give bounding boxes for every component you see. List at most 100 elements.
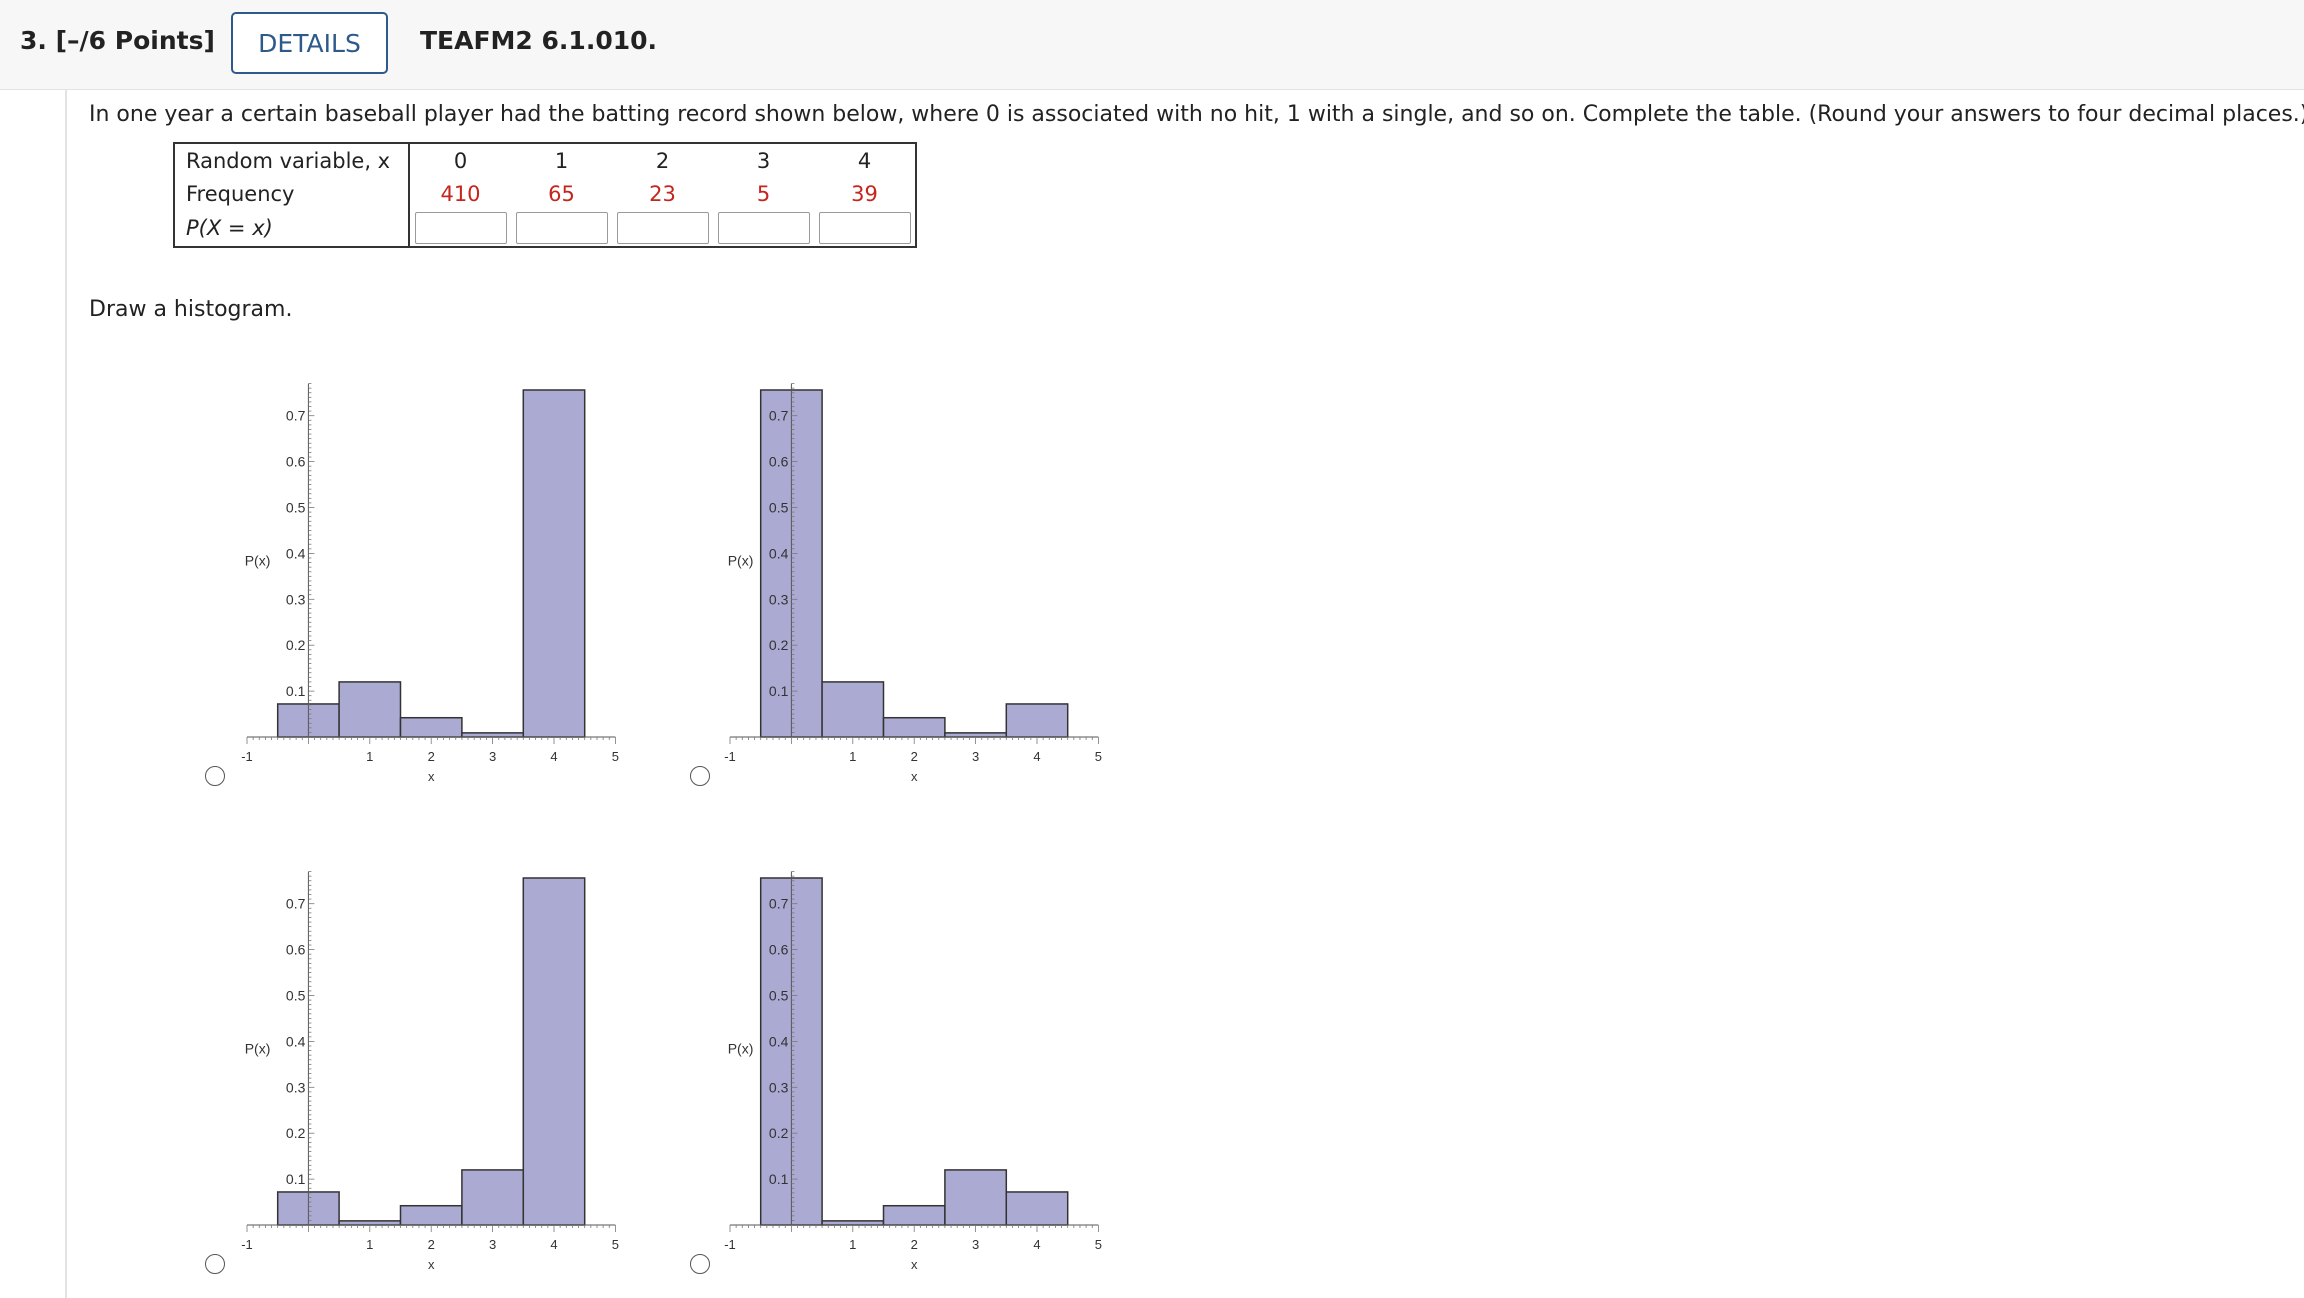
histogram-bar-1 [821,681,885,738]
table-row-random-variable: Random variable, x 0 1 2 3 4 [174,143,916,177]
x-tick-label: 3 [489,1237,496,1252]
y-tick-label: 0.6 [769,942,789,958]
row-header-random-variable: Random variable, x [174,143,410,177]
probability-input-4[interactable] [818,212,911,244]
y-axis-label: P(x) [245,552,271,568]
y-tick-label: 0.3 [769,591,789,607]
x-tick-label: 2 [911,1237,918,1252]
probability-cell-1 [511,210,612,247]
histogram-bar-3 [944,732,1008,738]
row-header-random-variable-text: Random variable, x [186,148,391,173]
y-tick-label: 0.6 [769,454,789,470]
y-tick-label: 0.4 [769,1033,789,1049]
histogram-bar-1 [338,681,402,738]
y-tick-label: 0.2 [769,637,789,653]
x-tick-label: 4 [1033,749,1040,764]
x-axis-label: x [428,769,435,784]
probability-table: Random variable, x 0 1 2 3 4 Frequency 4… [173,142,917,248]
x-tick-label: 5 [612,1237,619,1252]
x-tick-label: -1 [724,749,736,764]
question-number-points: 3. [–/6 Points] [20,26,215,55]
radio-option-d[interactable] [690,1254,710,1274]
table-row-probability: P(X = x) [174,210,916,247]
histogram-option-a: -1 1 2 3 4 5 x 0.1 0.2 0.3 0.4 0.5 0.6 0.7 P(x) [241,383,619,784]
radio-option-b[interactable] [690,766,710,786]
y-tick-label: 0.5 [769,988,789,1004]
radio-option-a[interactable] [205,766,225,786]
row-header-probability: P(X = x) [174,210,410,247]
x-axis-label: x [428,1257,435,1272]
y-tick-label: 0.4 [769,545,789,561]
y-tick-label: 0.2 [286,1125,306,1141]
y-tick-label: 0.5 [286,500,306,516]
y-tick-label: 0.1 [286,1171,306,1187]
probability-input-2[interactable] [616,212,709,244]
x-tick-label: 1 [849,1237,856,1252]
probability-cell-3 [713,210,814,247]
x-tick-label: 5 [612,749,619,764]
x-tick-label: 3 [972,1237,979,1252]
probability-input-1[interactable] [515,212,608,244]
question-left-rule [65,90,67,1298]
frequency-1: 65 [548,181,575,206]
histogram-bar-1 [338,1220,402,1226]
y-axis-label: P(x) [245,1040,271,1056]
table-row-frequency: Frequency 410 65 23 5 39 [174,177,916,210]
y-tick-label: 0.1 [769,683,789,699]
histogram-bar-1 [821,1220,885,1226]
draw-histogram-prompt: Draw a histogram. [89,297,293,322]
histogram-option-d: -1 1 2 3 4 5 x 0.1 0.2 0.3 0.4 0.5 0.6 0.7 P(x) [724,871,1102,1272]
probability-cell-4 [814,210,916,247]
histogram-bar-2 [882,1204,946,1226]
y-axis-label: P(x) [728,552,754,568]
y-tick-label: 0.6 [286,454,306,470]
x-axis-label: x [911,1257,918,1272]
x-tick-label: -1 [724,1237,736,1252]
histogram-bar-2 [399,716,463,738]
y-tick-label: 0.3 [286,591,306,607]
x-tick-label: 2 [428,1237,435,1252]
histogram-bar-2 [399,1204,463,1226]
question-instructions: In one year a certain baseball player ha… [89,102,2304,127]
y-tick-label: 0.4 [286,1033,306,1049]
radio-option-c[interactable] [205,1254,225,1274]
y-tick-label: 0.2 [769,1125,789,1141]
histogram-bar-3 [461,732,525,738]
y-tick-label: 0.3 [769,1079,789,1095]
x-tick-label: 3 [972,749,979,764]
y-tick-label: 0.5 [286,988,306,1004]
x-tick-label: 2 [428,749,435,764]
x-tick-label: 1 [849,749,856,764]
x-tick-label: 4 [550,749,557,764]
x-tick-label: 4 [550,1237,557,1252]
x-axis-label: x [911,769,918,784]
histogram-option-b: -1 1 2 3 4 5 x 0.1 0.2 0.3 0.4 0.5 0.6 0.7 P(x) [724,383,1102,784]
details-button[interactable]: DETAILS [231,12,388,74]
frequency-4: 39 [851,181,878,206]
probability-cell-2 [612,210,713,247]
y-tick-label: 0.7 [769,896,789,912]
frequency-0: 410 [440,181,481,206]
histogram-bar-4 [522,877,586,1226]
x-tick-label: -1 [241,1237,253,1252]
question-id: TEAFM2 6.1.010. [420,26,657,55]
y-axis-label: P(x) [728,1040,754,1056]
x-tick-label: 5 [1095,749,1102,764]
x-tick-label: 1 [366,1237,373,1252]
row-header-frequency: Frequency [174,177,410,210]
frequency-2: 23 [649,181,676,206]
question-header: 3. [–/6 Points] DETAILS TEAFM2 6.1.010. [0,0,2304,90]
probability-input-0[interactable] [414,212,507,244]
x-tick-label: 5 [1095,1237,1102,1252]
y-tick-label: 0.4 [286,545,306,561]
frequency-3: 5 [756,181,771,206]
y-tick-label: 0.5 [769,500,789,516]
x-tick-label: 4 [1033,1237,1040,1252]
probability-input-3[interactable] [717,212,810,244]
x-value-1: 1 [554,148,569,173]
y-tick-label: 0.2 [286,637,306,653]
y-tick-label: 0.7 [286,408,306,424]
y-tick-label: 0.1 [286,683,306,699]
x-value-3: 3 [756,148,771,173]
x-tick-label: 1 [366,749,373,764]
